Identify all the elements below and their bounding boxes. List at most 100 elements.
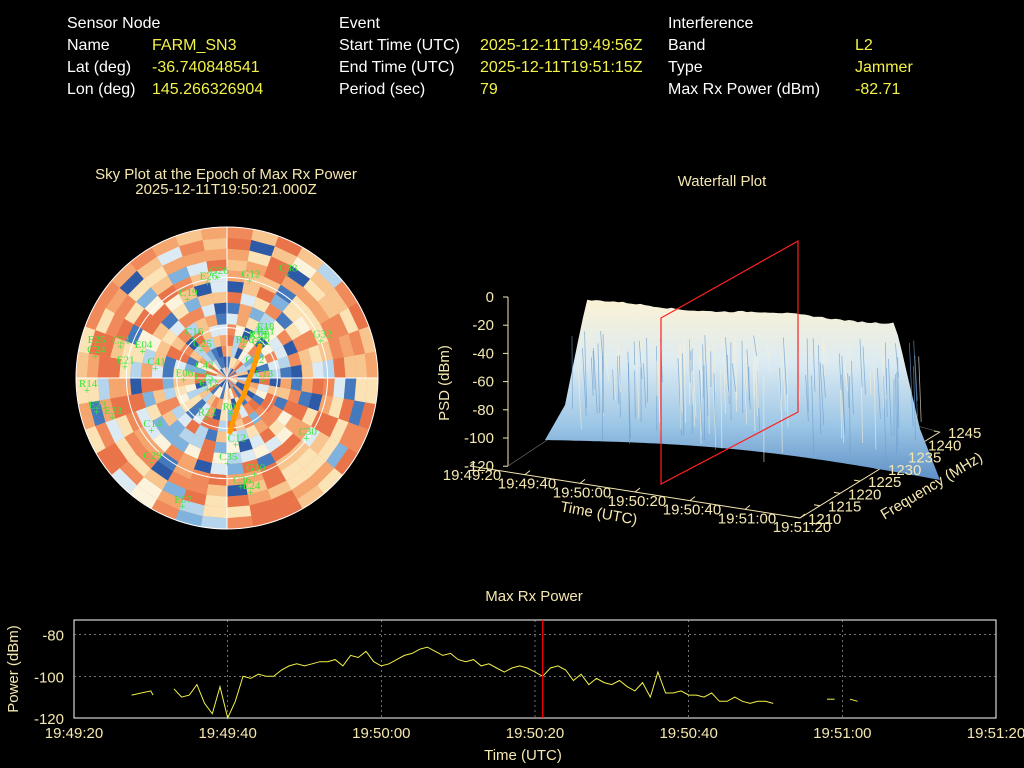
skyplot-cell <box>274 236 303 257</box>
sensor-heading: Sensor Node <box>67 15 161 32</box>
satellite-label: E24 <box>243 480 261 492</box>
skyplot-cell <box>204 314 218 328</box>
skyplot-cell <box>180 343 194 357</box>
skyplot-cell <box>227 374 238 378</box>
satellite-label: R21 <box>256 325 274 337</box>
skyplot-cell <box>162 256 187 276</box>
skyplot-cell <box>144 440 165 461</box>
skyplot-cell <box>167 471 191 490</box>
skyplot-cell <box>240 293 257 308</box>
satellite-label: E06 <box>176 368 194 380</box>
skyplot-cell <box>192 411 206 425</box>
waterfall-streak <box>713 342 716 392</box>
skyplot-cell <box>227 270 246 283</box>
skyplot-cell <box>348 400 366 426</box>
time-tick <box>524 470 531 476</box>
waterfall-streak <box>786 371 789 428</box>
psd-tick-label: -20 <box>472 317 494 334</box>
satellite-marker: + <box>251 469 257 481</box>
skyplot-cell <box>240 353 252 365</box>
skyplot-cell <box>275 311 294 330</box>
skyplot-cell <box>189 394 203 406</box>
skyplot-cell <box>186 389 199 400</box>
skyplot-cell <box>96 448 120 476</box>
waterfall-streak <box>753 351 756 399</box>
frequency-tick-label: 1215 <box>828 499 861 516</box>
waterfall-streak <box>888 358 892 435</box>
skyplot-cell <box>227 369 236 378</box>
interference-heading: Interference <box>668 15 754 32</box>
skyplot-cell <box>227 399 233 411</box>
skyplot-cell <box>114 294 137 319</box>
skyplot-cell <box>140 363 153 378</box>
time-tick <box>689 496 696 502</box>
time-tick-label: 19:49:40 <box>498 476 556 493</box>
waterfall-streak <box>593 348 598 414</box>
skyplot-cell <box>177 412 193 428</box>
skyplot-cell <box>308 344 323 364</box>
skyplot-cell <box>280 460 304 481</box>
satellite-marker: + <box>93 341 99 353</box>
skyplot-cell <box>152 415 170 434</box>
waterfall-streak <box>703 365 706 440</box>
waterfall-streak <box>752 365 756 432</box>
skyplot-cell <box>206 367 218 375</box>
skyplot-cell <box>255 356 268 367</box>
waterfall-streak <box>735 336 738 401</box>
skyplot-cell <box>218 378 227 387</box>
skyplot-cell <box>173 368 185 378</box>
event-end-label: End Time (UTC) <box>339 59 455 76</box>
skyplot-cell <box>253 419 269 435</box>
waterfall-streak <box>657 346 661 434</box>
satellite-label: C38 <box>279 262 298 274</box>
skyplot-cell <box>151 236 180 257</box>
skyplot-cell <box>317 437 340 462</box>
skyplot-cell <box>274 499 303 520</box>
skyplot-cell <box>212 335 222 348</box>
skyplot-cell <box>199 402 211 416</box>
skyplot-cell <box>183 296 202 313</box>
skyplot-cell <box>311 378 325 395</box>
waterfall-streak <box>782 351 787 413</box>
waterfall-streak <box>708 344 710 434</box>
waterfall-streak <box>844 362 848 385</box>
skyplot-cell <box>308 392 323 412</box>
skyplot-cell <box>196 361 209 371</box>
skyplot-cell <box>105 313 125 338</box>
skyplot-cell <box>164 293 184 312</box>
satellite-marker: + <box>94 406 100 418</box>
satellite-marker: + <box>241 341 247 353</box>
satellite-marker: + <box>117 341 123 353</box>
skyplot-cell <box>283 400 298 416</box>
waterfall-streak <box>722 335 726 414</box>
skyplot-cell <box>210 384 221 395</box>
waterfall-streak <box>885 368 888 417</box>
skyplot-cell <box>227 388 231 400</box>
skyplot-cell <box>270 293 290 312</box>
skyplot-cell <box>178 452 198 470</box>
waterfall-streak <box>692 358 697 418</box>
skyplot-cell <box>267 359 281 371</box>
skyplot-subtitle: 2025-12-11T19:50:21.000Z <box>135 181 317 198</box>
satellite-label: E26 <box>200 271 218 283</box>
skyplot-cell <box>201 303 216 318</box>
waterfall-streak <box>742 348 748 425</box>
maxrx-x-tick-label: 19:50:40 <box>659 725 717 742</box>
waterfall-streak <box>823 341 828 366</box>
waterfall-streak <box>918 356 922 422</box>
skyplot-cell <box>157 452 179 472</box>
sensor-lat-value: -36.740848541 <box>152 59 260 76</box>
skyplot-cell <box>264 303 283 321</box>
skyplot-cell <box>238 406 249 419</box>
skyplot-cell <box>119 461 144 486</box>
skyplot-cell <box>227 291 242 304</box>
skyplot-cell <box>164 444 184 463</box>
skyplot-cell <box>247 381 259 390</box>
skyplot-cell <box>119 359 132 378</box>
jammer-track <box>227 343 263 435</box>
interference-band-label: Band <box>668 37 706 54</box>
skyplot-cell <box>105 442 128 469</box>
skyplot-cell <box>237 374 249 378</box>
skyplot-cell <box>205 337 216 350</box>
skyplot-title: Sky Plot at the Epoch of Max Rx Power <box>95 166 357 183</box>
